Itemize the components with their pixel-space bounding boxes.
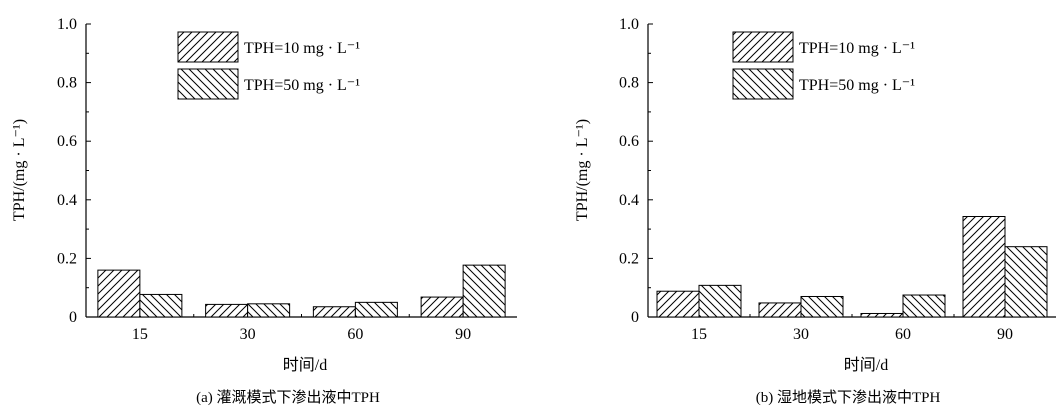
x-axis-label: 时间/d xyxy=(844,356,888,374)
legend-swatch xyxy=(732,68,794,100)
legend-label: TPH=50 mg · L⁻¹ xyxy=(244,77,360,94)
x-tick-label: 30 xyxy=(240,326,256,343)
y-tick-label: 0.6 xyxy=(57,133,77,150)
legend-label: TPH=10 mg · L⁻¹ xyxy=(244,40,360,57)
bar xyxy=(247,303,291,318)
x-tick-label: 90 xyxy=(455,326,471,343)
y-tick-label: 0.8 xyxy=(619,75,639,92)
y-tick-label: 1.0 xyxy=(619,16,639,33)
bar xyxy=(420,296,464,318)
bar xyxy=(902,294,946,318)
bar xyxy=(354,301,398,318)
y-tick-label: 0 xyxy=(69,309,77,326)
chart-panel-b: TPH/(mg · L⁻¹) 时间/d (b) 湿地模式下渗出液中TPH 0 0.… xyxy=(574,16,1056,406)
chart-caption: (b) 湿地模式下渗出液中TPH xyxy=(756,389,941,406)
bar xyxy=(205,303,249,318)
y-tick-label: 1.0 xyxy=(57,16,77,33)
bar xyxy=(1004,246,1048,318)
bar xyxy=(656,290,700,318)
bar xyxy=(462,264,506,318)
x-axis-label: 时间/d xyxy=(283,356,327,374)
bar xyxy=(312,306,356,318)
bar xyxy=(962,216,1006,318)
x-tick-label: 60 xyxy=(347,326,363,343)
x-tick-label: 60 xyxy=(895,326,911,343)
chart-caption: (a) 灌溉模式下渗出液中TPH xyxy=(196,389,380,406)
legend-label: TPH=50 mg · L⁻¹ xyxy=(799,77,915,94)
x-tick-label: 90 xyxy=(997,326,1013,343)
y-tick-label: 0.8 xyxy=(57,75,77,92)
x-tick-label: 15 xyxy=(691,326,707,343)
x-tick-label: 30 xyxy=(793,326,809,343)
y-tick-label: 0 xyxy=(631,309,639,326)
bar xyxy=(139,293,183,318)
legend-swatch xyxy=(732,31,794,63)
plot-area: 0 0.2 0.4 0.6 0.8 1.0 15 30 60 90 TPH=10 mg · L⁻¹ T… xyxy=(619,16,1056,343)
y-tick-label: 0.4 xyxy=(57,192,77,209)
plot-area: 0 0.2 0.4 0.6 0.8 1.0 15 30 60 90 TPH=10 mg · L⁻¹ T… xyxy=(57,16,517,343)
legend-swatch xyxy=(177,68,239,100)
y-tick-label: 0.4 xyxy=(619,192,639,209)
bar xyxy=(698,284,742,318)
legend-swatch xyxy=(177,31,239,63)
y-axis-label: TPH/(mg · L⁻¹) xyxy=(11,119,28,221)
bar xyxy=(758,302,802,318)
bar xyxy=(800,295,844,318)
y-tick-label: 0.6 xyxy=(619,133,639,150)
y-axis-label: TPH/(mg · L⁻¹) xyxy=(574,119,591,221)
bar xyxy=(860,312,904,318)
chart-panel-a: TPH/(mg · L⁻¹) 时间/d (a) 灌溉模式下渗出液中TPH 0 0.… xyxy=(11,16,517,406)
bar xyxy=(97,269,141,318)
legend-label: TPH=10 mg · L⁻¹ xyxy=(799,40,915,57)
y-tick-label: 0.2 xyxy=(619,250,639,267)
y-tick-label: 0.2 xyxy=(57,250,77,267)
x-tick-label: 15 xyxy=(132,326,148,343)
